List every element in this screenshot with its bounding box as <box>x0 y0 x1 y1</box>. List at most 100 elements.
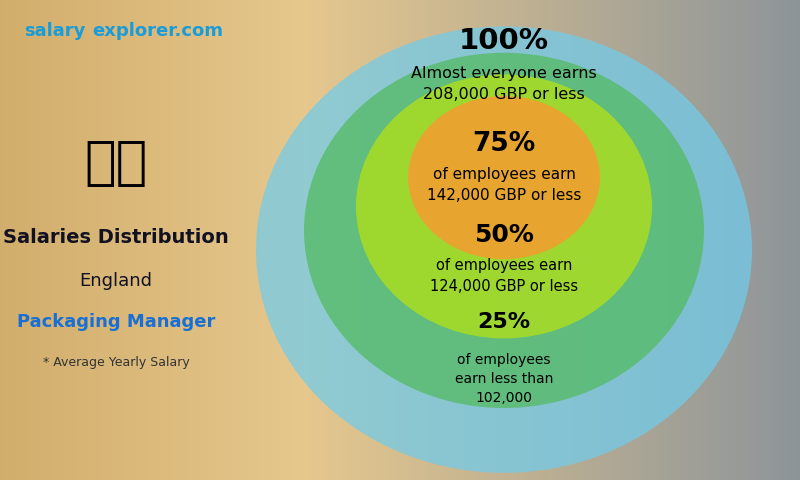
Bar <box>252 0 257 480</box>
Bar <box>720 0 725 480</box>
Bar <box>676 0 681 480</box>
Bar <box>604 0 609 480</box>
Text: explorer.com: explorer.com <box>92 22 223 40</box>
Bar <box>4 0 9 480</box>
Bar <box>468 0 473 480</box>
Bar <box>648 0 653 480</box>
Bar <box>480 0 485 480</box>
Bar <box>768 0 773 480</box>
Bar <box>116 0 121 480</box>
Bar <box>696 0 701 480</box>
Bar <box>160 0 165 480</box>
Bar <box>32 0 37 480</box>
Bar <box>796 0 800 480</box>
Bar <box>0 0 5 480</box>
Bar <box>612 0 617 480</box>
Bar <box>544 0 549 480</box>
Text: 50%: 50% <box>474 223 534 247</box>
Bar <box>652 0 657 480</box>
Text: England: England <box>79 272 153 290</box>
Bar <box>472 0 477 480</box>
Bar <box>304 0 309 480</box>
Bar <box>424 0 429 480</box>
Bar <box>136 0 141 480</box>
Text: Almost everyone earns
208,000 GBP or less: Almost everyone earns 208,000 GBP or les… <box>411 66 597 102</box>
Bar <box>188 0 193 480</box>
Bar <box>244 0 249 480</box>
Bar <box>316 0 321 480</box>
Bar <box>156 0 161 480</box>
Bar <box>400 0 405 480</box>
Bar <box>328 0 333 480</box>
Bar <box>732 0 737 480</box>
Bar <box>24 0 29 480</box>
Bar <box>208 0 213 480</box>
Bar <box>616 0 621 480</box>
Bar <box>336 0 341 480</box>
Bar <box>588 0 593 480</box>
Bar <box>260 0 265 480</box>
Bar <box>148 0 153 480</box>
Bar <box>232 0 237 480</box>
Bar <box>168 0 173 480</box>
Bar <box>744 0 749 480</box>
Bar <box>332 0 337 480</box>
Bar <box>100 0 105 480</box>
Bar <box>124 0 129 480</box>
Bar <box>128 0 133 480</box>
Bar <box>192 0 197 480</box>
Bar <box>248 0 253 480</box>
Bar <box>548 0 553 480</box>
Bar <box>644 0 649 480</box>
Bar <box>92 0 97 480</box>
Bar <box>688 0 693 480</box>
Bar <box>684 0 689 480</box>
Bar <box>528 0 533 480</box>
Text: 🇬🇧: 🇬🇧 <box>84 137 148 189</box>
Bar <box>636 0 641 480</box>
Bar <box>576 0 581 480</box>
Bar <box>752 0 757 480</box>
Bar <box>200 0 205 480</box>
Bar <box>80 0 85 480</box>
Bar <box>540 0 545 480</box>
Bar <box>444 0 449 480</box>
Bar <box>60 0 65 480</box>
Bar <box>224 0 229 480</box>
Bar <box>496 0 501 480</box>
Bar <box>628 0 633 480</box>
Text: salary: salary <box>24 22 86 40</box>
Bar <box>184 0 189 480</box>
Ellipse shape <box>356 74 652 338</box>
Bar <box>12 0 17 480</box>
Bar <box>240 0 245 480</box>
Bar <box>256 0 261 480</box>
Bar <box>508 0 513 480</box>
Bar <box>428 0 433 480</box>
Bar <box>216 0 221 480</box>
Bar <box>760 0 765 480</box>
Bar <box>408 0 413 480</box>
Bar <box>716 0 721 480</box>
Bar <box>196 0 201 480</box>
Bar <box>592 0 597 480</box>
Bar <box>632 0 637 480</box>
Bar <box>324 0 329 480</box>
Bar <box>512 0 517 480</box>
Bar <box>396 0 401 480</box>
Bar <box>272 0 277 480</box>
Bar <box>368 0 373 480</box>
Bar <box>372 0 377 480</box>
Bar <box>236 0 241 480</box>
Bar <box>436 0 441 480</box>
Bar <box>48 0 53 480</box>
Bar <box>608 0 613 480</box>
Bar <box>88 0 93 480</box>
Bar <box>564 0 569 480</box>
Bar <box>144 0 149 480</box>
Bar <box>300 0 305 480</box>
Bar <box>340 0 345 480</box>
Bar <box>152 0 157 480</box>
Bar <box>524 0 529 480</box>
Bar <box>516 0 521 480</box>
